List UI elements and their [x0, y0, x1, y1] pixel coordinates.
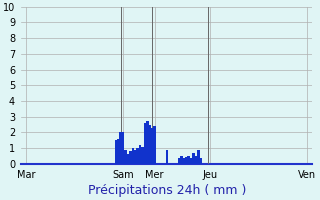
Bar [192, 153, 195, 164]
Bar [115, 140, 117, 164]
Bar [136, 148, 139, 164]
Bar [127, 154, 129, 164]
Bar [180, 156, 182, 164]
Bar [190, 158, 192, 164]
Bar [151, 128, 154, 164]
Bar [195, 156, 197, 164]
Bar [129, 151, 132, 164]
Bar [165, 150, 168, 164]
Bar [200, 158, 202, 164]
Bar [178, 158, 180, 164]
Bar [122, 132, 124, 164]
Bar [154, 126, 156, 164]
X-axis label: Précipitations 24h ( mm ): Précipitations 24h ( mm ) [88, 184, 246, 197]
Bar [132, 148, 134, 164]
Bar [185, 157, 188, 164]
Bar [124, 150, 127, 164]
Bar [182, 158, 185, 164]
Bar [188, 156, 190, 164]
Bar [134, 150, 136, 164]
Bar [197, 150, 200, 164]
Bar [139, 145, 141, 164]
Bar [117, 139, 119, 164]
Bar [148, 125, 151, 164]
Bar [146, 121, 148, 164]
Bar [119, 132, 122, 164]
Bar [144, 123, 146, 164]
Bar [141, 147, 144, 164]
